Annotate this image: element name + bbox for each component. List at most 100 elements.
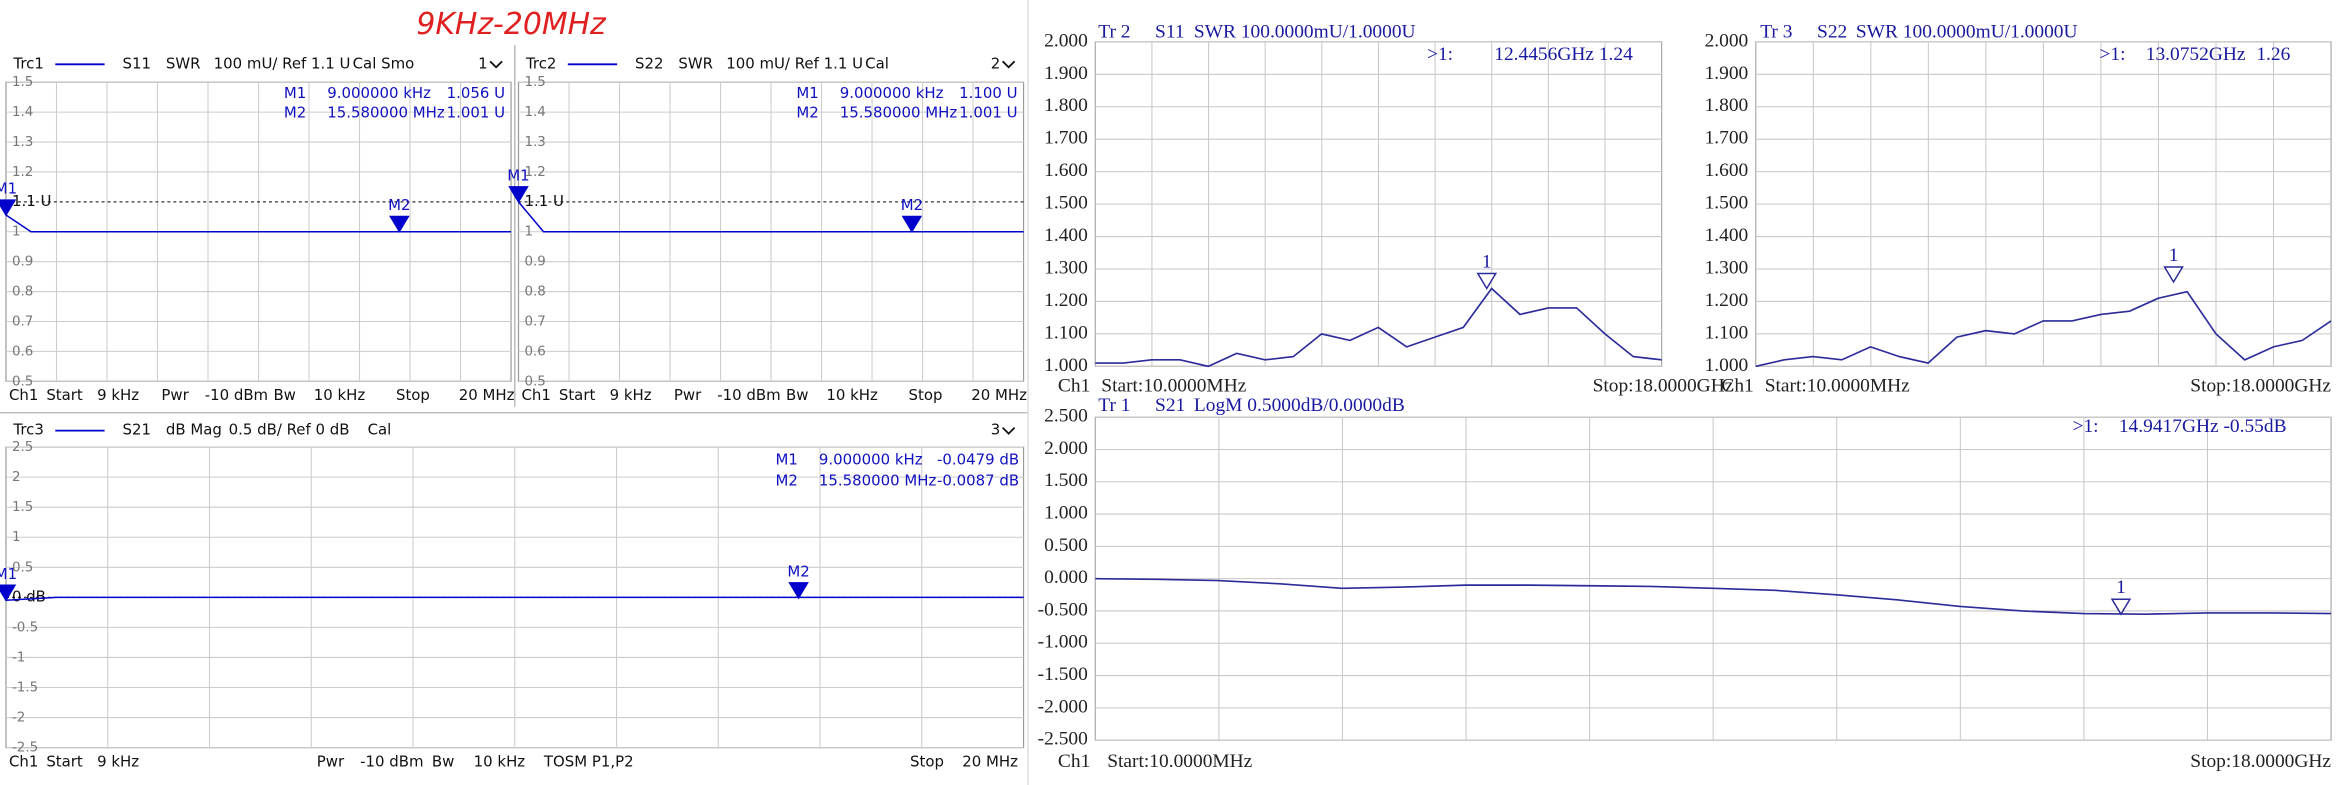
y-tick-label: 2.000 <box>1705 30 1749 51</box>
y-tick-label: 0.9 <box>12 255 33 270</box>
marker-label: 1 <box>2116 577 2126 598</box>
y-tick-label: 0.5 <box>12 560 33 575</box>
footer-item: Ch1 <box>521 386 550 404</box>
y-tick-label: 2.500 <box>1044 406 1088 427</box>
footer-item: Pwr <box>674 386 702 404</box>
trace <box>1095 287 1662 368</box>
header-item: Cal Smo <box>353 54 415 72</box>
footer-item: 20 MHz <box>971 386 1027 404</box>
footer-item: Start <box>46 386 83 404</box>
header-item: LogM 0.5000dB/0.0000dB <box>1194 395 1405 416</box>
footer-item: 10 kHz <box>314 386 366 404</box>
footer-item: Pwr <box>317 753 345 771</box>
marker-label: M2 <box>787 562 809 580</box>
y-tick-label: 1.900 <box>1044 63 1088 84</box>
chevron <box>1002 427 1016 435</box>
y-tick-label: 1.100 <box>1705 322 1749 343</box>
series-name: S21 <box>1155 395 1185 416</box>
y-tick-label: 0.6 <box>12 344 33 359</box>
footer-item: 20 MHz <box>962 753 1018 771</box>
marker-triangle <box>788 582 809 600</box>
y-tick-label: 1.400 <box>1705 225 1749 246</box>
marker-triangle <box>2110 598 2132 616</box>
readout-value: 1.26 <box>2256 44 2290 65</box>
y-tick-label: 1 <box>12 225 21 240</box>
chevron <box>489 60 503 69</box>
header-item: 100 mU/ Ref 1.1 U <box>214 54 351 72</box>
footer-item: Ch1 <box>9 753 38 771</box>
y-tick-label: 2.5 <box>12 440 33 455</box>
y-tick-label: -0.500 <box>1038 599 1088 620</box>
y-tick-label: 1.900 <box>1705 63 1749 84</box>
chevron <box>1002 60 1016 69</box>
readout-value: 1.056 U <box>447 84 505 102</box>
y-tick-label: 0.9 <box>524 255 545 270</box>
y-tick-label: 1.600 <box>1705 160 1749 181</box>
readout-name: M2 <box>776 471 798 489</box>
trace-name: Tr 1 <box>1098 395 1130 416</box>
y-tick-label: -1 <box>12 650 25 665</box>
y-tick-label: 1.5 <box>524 75 545 90</box>
readout-name: >1: <box>2099 44 2125 65</box>
footer-item: 20 MHz <box>459 386 515 404</box>
y-tick-label: 1.800 <box>1044 95 1088 116</box>
y-tick-label: -2.000 <box>1038 696 1088 717</box>
footer-item: Bw <box>273 386 295 404</box>
footer-item: Pwr <box>161 386 189 404</box>
header-item: Cal <box>865 54 889 72</box>
readout-value: 1.001 U <box>959 104 1017 122</box>
y-tick-label: 0.8 <box>12 285 33 300</box>
y-tick-label: 1.1 U <box>524 192 563 210</box>
y-tick-label: -0.5 <box>12 620 38 635</box>
marker-triangle <box>0 199 17 217</box>
y-tick-label: -1.000 <box>1038 632 1088 653</box>
y-tick-label: 1.500 <box>1044 470 1088 491</box>
y-tick-label: 0.8 <box>524 285 545 300</box>
y-tick-label: 0.7 <box>12 314 33 329</box>
header-item: 3 <box>991 421 1001 439</box>
marker-label: M1 <box>0 565 17 583</box>
trace <box>5 596 1024 601</box>
marker-label: 1 <box>2169 245 2179 266</box>
footer-item: Ch1 <box>1058 376 1090 397</box>
footer-item: 9 kHz <box>97 753 139 771</box>
y-tick-label: 1.5 <box>12 500 33 515</box>
trace <box>5 214 512 233</box>
y-tick-label: -1.5 <box>12 681 38 696</box>
footer-item: 9 kHz <box>610 386 652 404</box>
footer-item: -10 dBm <box>360 753 423 771</box>
trace-name: Trc2 <box>525 54 556 72</box>
header-item: 0.5 dB/ Ref 0 dB <box>229 421 350 439</box>
footer-item: Bw <box>786 386 808 404</box>
y-tick-label: 1.300 <box>1705 257 1749 278</box>
footer-item: Start <box>559 386 596 404</box>
series-name: S11 <box>1155 21 1185 42</box>
y-tick-label: 1.4 <box>12 105 33 120</box>
marker-label: M2 <box>901 196 923 214</box>
footer-item: Stop:18.0000GHz <box>2190 751 2331 772</box>
y-tick-label: 1 <box>12 530 21 545</box>
footer-item: Start:10.0000MHz <box>1101 376 1246 397</box>
y-tick-label: 1.700 <box>1705 128 1749 149</box>
header-item: 100 mU/ Ref 1.1 U <box>726 54 863 72</box>
y-tick-label: 2.000 <box>1044 438 1088 459</box>
y-tick-label: -2 <box>12 711 25 726</box>
readout-name: M1 <box>776 451 798 469</box>
footer-item: Start:10.0000MHz <box>1107 751 1252 772</box>
header-item: Cal <box>368 421 392 439</box>
y-tick-label: 1.4 <box>524 105 545 120</box>
footer-item: Ch1 <box>9 386 38 404</box>
header-item: 2 <box>991 54 1001 72</box>
y-tick-label: 1 <box>524 225 533 240</box>
y-tick-label: 1.200 <box>1044 290 1088 311</box>
y-tick-label: 1.200 <box>1705 290 1749 311</box>
readout-x: 9.000000 kHz <box>819 451 923 469</box>
readout-x: 15.580000 MHz <box>819 471 937 489</box>
marker-label: 1 <box>1482 251 1492 272</box>
y-tick-label: 1.3 <box>524 135 545 150</box>
trace-name: Trc1 <box>12 54 43 72</box>
y-tick-label: 2.000 <box>1044 30 1088 51</box>
readout-value: 1.001 U <box>447 104 505 122</box>
y-tick-label: 1.2 <box>524 165 545 180</box>
